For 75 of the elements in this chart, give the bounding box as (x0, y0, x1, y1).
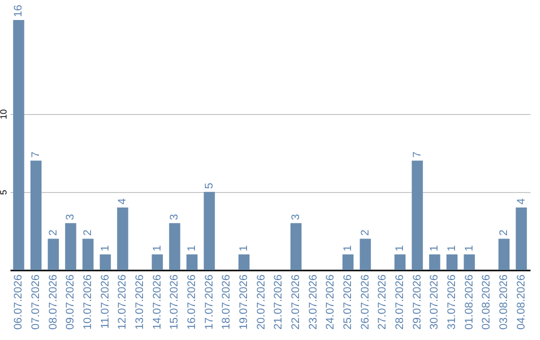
bar (13, 20, 24, 270)
data-label: 1 (446, 245, 458, 252)
bar (65, 223, 76, 270)
bar (152, 254, 163, 270)
data-label: 3 (168, 214, 181, 220)
data-label: 16 (12, 4, 25, 17)
y-tick-label: 10 (0, 109, 8, 120)
x-tick-label: 23.07.2026 (307, 274, 320, 330)
x-tick-label: 11.07.2026 (99, 274, 112, 329)
data-label: 1 (394, 245, 406, 252)
x-tick-label: 03.08.2026 (498, 274, 510, 330)
x-tick-label: 07.07.2026 (30, 274, 42, 330)
bar (100, 254, 111, 270)
bar (360, 238, 371, 270)
data-label: 2 (498, 230, 510, 236)
bar (412, 160, 423, 270)
x-tick-label: 21.07.2026 (272, 274, 285, 330)
x-tick-label: 31.07.2026 (446, 274, 458, 330)
data-label: 1 (428, 245, 441, 252)
x-tick-label: 02.08.2026 (480, 274, 493, 330)
bar (429, 254, 440, 270)
bar (48, 238, 59, 270)
x-tick-label: 06.07.2026 (12, 274, 25, 330)
x-tick-label: 28.07.2026 (394, 274, 406, 330)
data-label: 2 (359, 230, 372, 236)
x-tick-label: 30.07.2026 (428, 274, 441, 330)
bar (30, 160, 42, 270)
x-tick-label: 22.07.2026 (290, 274, 302, 330)
x-tick-label: 17.07.2026 (203, 274, 216, 330)
data-label: 1 (99, 245, 112, 252)
data-label: 2 (47, 230, 60, 236)
x-tick-label: 13.07.2026 (134, 274, 146, 330)
x-tick-label: 29.07.2026 (411, 274, 424, 330)
x-tick-label: 12.07.2026 (116, 274, 129, 330)
x-tick-label: 26.07.2026 (359, 274, 372, 330)
data-label: 7 (411, 152, 424, 158)
x-tick-label: 01.08.2026 (463, 274, 476, 330)
data-label: 3 (290, 214, 302, 220)
bar (394, 254, 406, 270)
bar (498, 238, 510, 270)
x-tick-label: 15.07.2026 (168, 274, 181, 330)
bar (82, 238, 94, 270)
bar (516, 208, 527, 270)
x-tick-label: 10.07.2026 (82, 274, 94, 330)
data-label: 5 (203, 182, 216, 189)
data-label: 4 (515, 198, 528, 204)
bar (117, 208, 128, 270)
x-tick-label: 24.07.2026 (324, 274, 337, 330)
x-tick-label: 19.07.2026 (238, 274, 250, 330)
bar (464, 254, 475, 270)
x-tick-label: 04.08.2026 (515, 274, 528, 330)
data-label: 1 (463, 245, 476, 252)
bar (186, 254, 198, 270)
x-tick-label: 25.07.2026 (342, 274, 354, 330)
data-label: 1 (151, 245, 164, 252)
x-tick-label: 09.07.2026 (64, 274, 77, 330)
bar (446, 254, 458, 270)
bar (204, 192, 215, 270)
x-tick-label: 14.07.2026 (151, 274, 164, 330)
data-label: 7 (30, 152, 42, 158)
data-label: 4 (116, 198, 129, 204)
data-label: 1 (342, 245, 354, 252)
bar (238, 254, 250, 270)
data-label: 2 (82, 230, 94, 236)
data-label: 1 (186, 245, 198, 252)
x-tick-label: 18.07.2026 (220, 274, 233, 330)
bar (290, 223, 302, 270)
data-label: 3 (64, 214, 77, 220)
bar (342, 254, 354, 270)
x-tick-label: 08.07.2026 (47, 274, 60, 330)
bar (169, 223, 180, 270)
data-label: 1 (238, 245, 250, 252)
x-tick-label: 20.07.2026 (255, 274, 268, 330)
x-tick-label: 27.07.2026 (376, 274, 389, 330)
x-tick-label: 16.07.2026 (186, 274, 198, 330)
